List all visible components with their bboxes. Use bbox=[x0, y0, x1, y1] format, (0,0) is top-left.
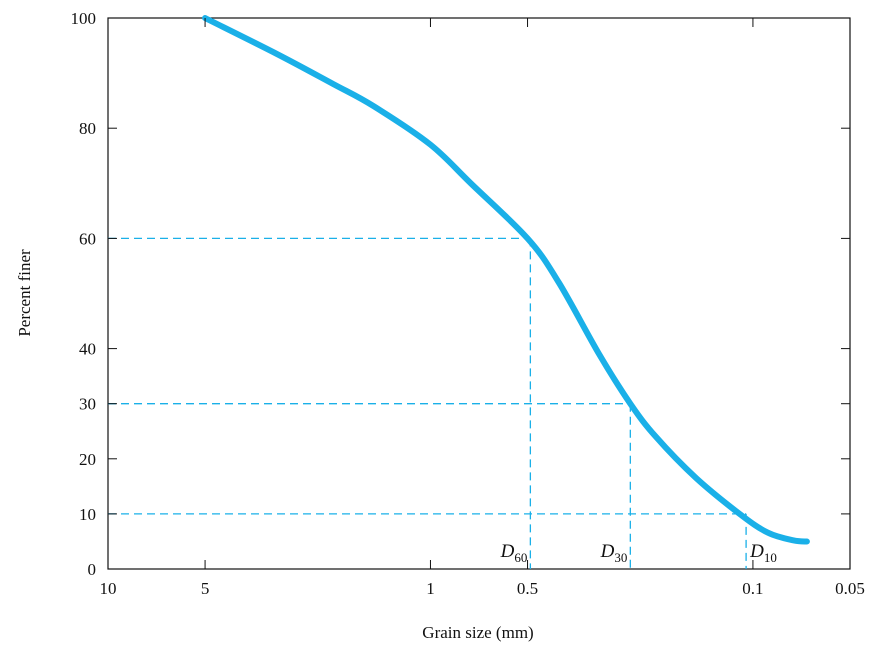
y-axis-title: Percent finer bbox=[15, 249, 34, 337]
d-label-subscript: 60 bbox=[514, 550, 527, 565]
d-label-letter: D bbox=[600, 541, 615, 562]
x-tick-label: 1 bbox=[426, 579, 435, 598]
d-labels: D60 D30 D10 bbox=[500, 541, 777, 565]
series-curves bbox=[202, 15, 810, 545]
d-label-subscript: 30 bbox=[614, 550, 627, 565]
d-label: D10 bbox=[749, 541, 777, 565]
x-tick-label: 0.05 bbox=[835, 579, 865, 598]
x-tick-label: 5 bbox=[201, 579, 210, 598]
y-tick-label: 80 bbox=[79, 119, 96, 138]
y-tick-label: 60 bbox=[79, 229, 96, 248]
y-tick-label: 0 bbox=[88, 560, 97, 579]
d-label: D60 bbox=[500, 541, 528, 565]
axis-ticks bbox=[107, 17, 851, 570]
y-tick-label: 100 bbox=[71, 9, 97, 28]
d-label-subscript: 10 bbox=[764, 550, 777, 565]
x-tick-label: 0.1 bbox=[742, 579, 763, 598]
y-tick-label: 30 bbox=[79, 395, 96, 414]
gradation-curve bbox=[202, 15, 810, 545]
d-label-letter: D bbox=[749, 541, 764, 562]
x-tick-label: 0.5 bbox=[517, 579, 538, 598]
y-tick-label: 20 bbox=[79, 450, 96, 469]
y-tick-label: 10 bbox=[79, 505, 96, 524]
x-tick-label: 10 bbox=[100, 579, 117, 598]
d-label-letter: D bbox=[500, 541, 515, 562]
reference-lines bbox=[108, 237, 747, 569]
plot-frame bbox=[107, 17, 851, 570]
d-label: D30 bbox=[600, 541, 628, 565]
x-axis-title: Grain size (mm) bbox=[422, 623, 533, 642]
y-tick-label: 40 bbox=[79, 340, 96, 359]
